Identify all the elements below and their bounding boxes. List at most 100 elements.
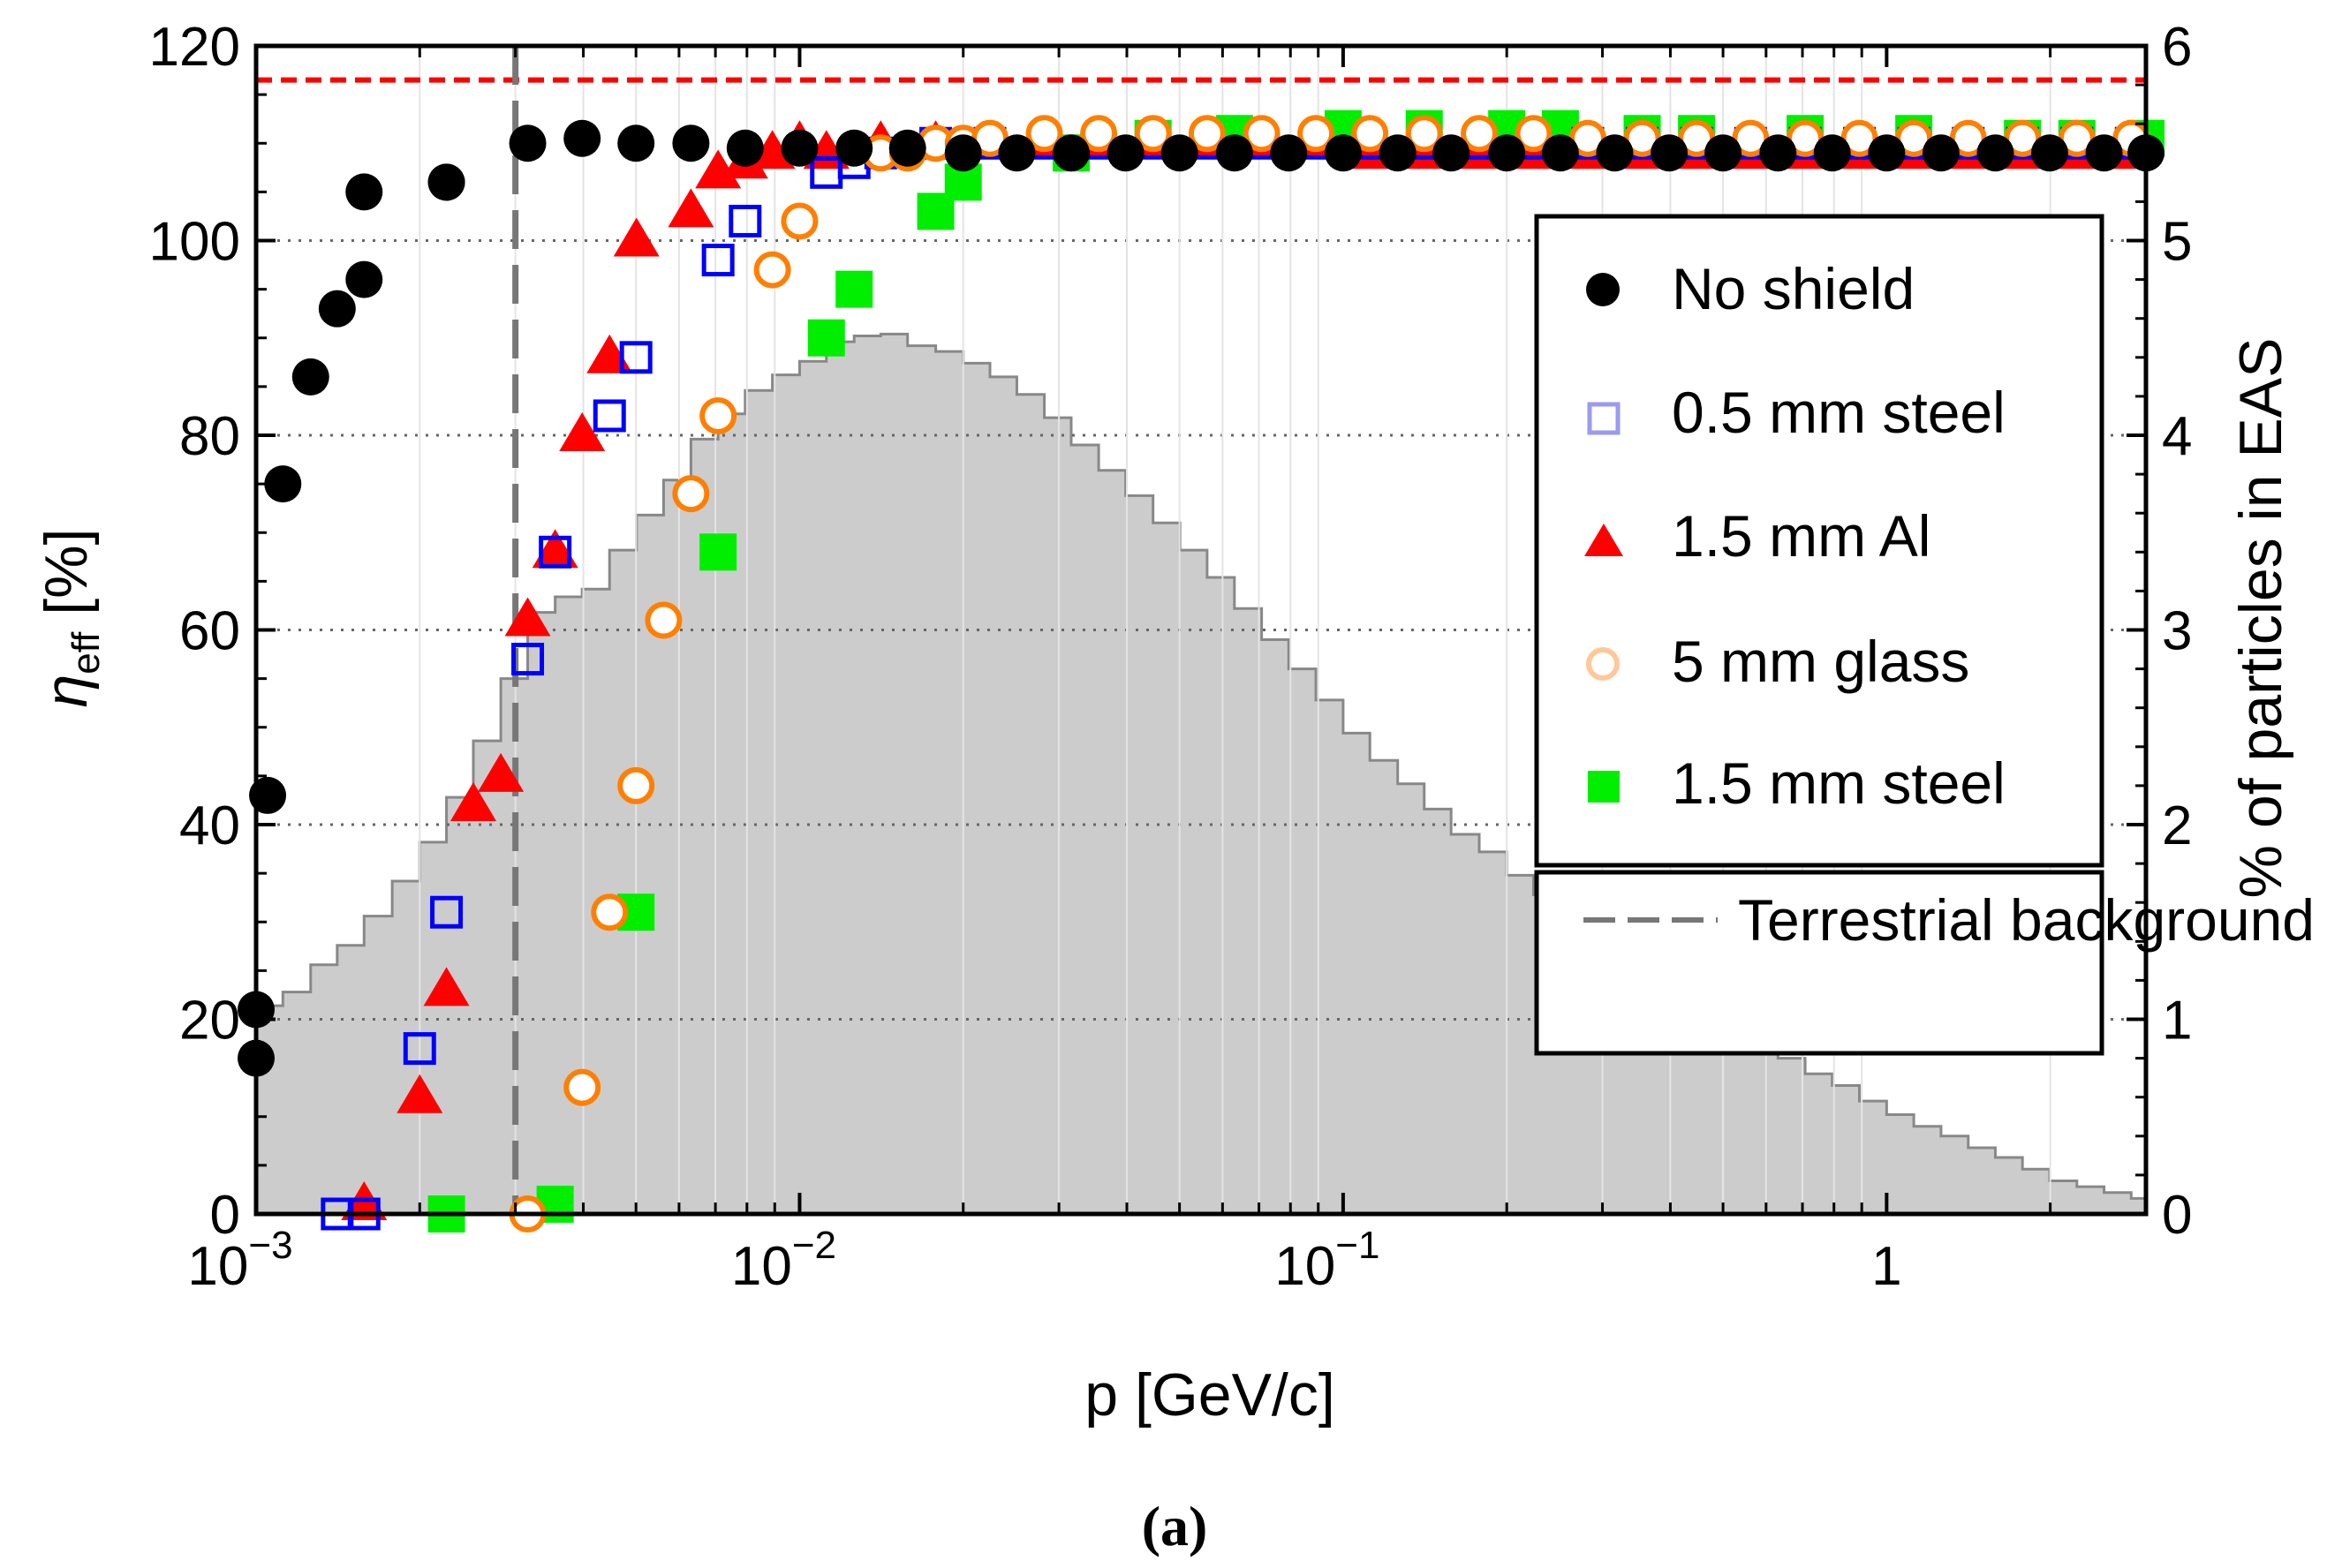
y-tick-label: 100: [149, 212, 240, 273]
legend-label-5mm-glass: 5 mm glass: [1672, 629, 1969, 694]
point-no-shield: [726, 129, 764, 167]
point-no-shield: [1270, 134, 1308, 172]
point-5-mm-glass: [672, 475, 710, 513]
point-no-shield: [1488, 134, 1526, 172]
histogram: [254, 332, 2148, 1215]
point-1-5-mm-al: [450, 781, 496, 821]
histogram-bar: [2104, 1192, 2132, 1214]
histogram-bar: [283, 991, 312, 1214]
point-1-5-mm-al: [532, 529, 578, 569]
point-0-5-mm-steel: [619, 341, 653, 374]
histogram-bar: [1152, 523, 1181, 1214]
histogram-bar: [935, 351, 964, 1214]
point-0-5-mm-steel: [430, 895, 464, 929]
point-5-mm-glass: [1134, 115, 1172, 153]
point-5-mm-glass: [753, 251, 791, 289]
legend-box: [1534, 214, 2104, 868]
legend-item-5mm-glass: 5 mm glass: [1586, 629, 1969, 694]
histogram-bar: [826, 342, 855, 1214]
histogram-bar: [2049, 1180, 2078, 1214]
point-0-5-mm-steel: [701, 244, 735, 277]
histogram-bar: [609, 550, 638, 1214]
histogram-bar: [1424, 809, 1452, 1214]
point-no-shield: [1651, 134, 1689, 172]
histogram-bar: [1016, 394, 1046, 1214]
point-no-shield: [563, 119, 601, 157]
point-5-mm-glass: [1351, 115, 1389, 153]
y2-tick-label: 1: [2162, 991, 2192, 1052]
point-no-shield: [1052, 134, 1090, 172]
legend-item-15mm-steel: 1.5 mm steel: [1588, 750, 2006, 816]
legend-label-15mm-steel: 1.5 mm steel: [1672, 750, 2006, 816]
point-no-shield: [1215, 134, 1253, 172]
legend-marker-5mm-glass: [1586, 647, 1620, 681]
svg-text:ηeff [%]: ηeff [%]: [33, 528, 108, 707]
histogram-bar: [1451, 834, 1480, 1214]
legend: No shield 0.5 mm steel 1.5 mm Al 5 mm gl…: [1534, 214, 2104, 868]
point-no-shield: [944, 134, 982, 172]
point-1-5-mm-al: [504, 597, 551, 637]
point-0-5-mm-steel: [403, 1032, 436, 1066]
point-1-5-mm-al: [695, 149, 742, 189]
point-no-shield: [617, 124, 655, 162]
point-5-mm-glass: [617, 766, 655, 804]
histogram-bar: [1234, 608, 1263, 1214]
point-5-mm-glass: [1732, 119, 1770, 157]
point-1-5-mm-steel: [807, 319, 845, 357]
y-axis-title-sub: eff: [64, 631, 108, 675]
y-tick-label: 60: [179, 601, 240, 662]
histogram-bar: [1859, 1101, 1887, 1214]
histogram-bar: [854, 335, 881, 1214]
histogram-bar: [1316, 699, 1344, 1214]
x-tick-label: 10−2: [731, 1224, 836, 1297]
point-no-shield: [1432, 134, 1470, 172]
y2-tick-label: 2: [2162, 795, 2192, 856]
point-no-shield: [291, 358, 329, 396]
y2-tick-label: 4: [2162, 406, 2192, 467]
point-no-shield: [1922, 134, 1960, 172]
histogram-bar: [527, 612, 556, 1214]
y2-tick-label: 3: [2162, 601, 2192, 662]
point-no-shield: [264, 465, 302, 503]
histogram-bar: [2022, 1169, 2051, 1214]
histogram-bar: [1886, 1114, 1915, 1214]
histogram-bar: [555, 597, 583, 1214]
point-5-mm-glass: [781, 202, 819, 240]
point-0-5-mm-steel: [593, 399, 626, 433]
histogram-bar: [1125, 495, 1154, 1214]
point-no-shield: [1596, 134, 1634, 172]
y2-axis-title: % of particles in EAS: [2227, 338, 2294, 899]
histogram-bar: [1342, 733, 1371, 1214]
point-5-mm-glass: [1080, 115, 1118, 153]
histogram-bar: [880, 334, 909, 1215]
histogram-bar: [1805, 1074, 1833, 1214]
point-no-shield: [1541, 134, 1579, 172]
point-1-5-mm-al: [749, 130, 796, 170]
point-no-shield: [1976, 134, 2014, 172]
x-axis-title: p [GeV/c]: [1084, 1361, 1334, 1429]
histogram-outline: [254, 332, 2148, 1214]
point-no-shield: [1868, 134, 1906, 172]
histogram-bar: [1507, 875, 1535, 1214]
histogram-bar: [1206, 577, 1235, 1214]
point-no-shield: [427, 163, 465, 201]
terrestrial-legend-label: Terrestrial background limit: [1738, 887, 2327, 953]
histogram-bar: [2131, 1198, 2147, 1214]
point-1-5-mm-al: [559, 412, 606, 451]
histogram-bar: [1940, 1135, 1969, 1214]
y2-tick-label: 6: [2162, 17, 2192, 78]
point-1-5-mm-al: [586, 334, 633, 373]
histogram-bar: [1044, 418, 1072, 1214]
point-5-mm-glass: [1188, 115, 1226, 153]
point-5-mm-glass: [1025, 115, 1063, 153]
y-axis-title-unit: [%]: [33, 528, 100, 631]
point-5-mm-glass: [1297, 115, 1335, 153]
point-1-5-mm-al: [613, 217, 660, 257]
point-no-shield: [1379, 134, 1417, 172]
figure-caption: (a): [1142, 1495, 1208, 1557]
y-axis-title-main: η: [33, 675, 100, 708]
point-1-5-mm-al: [397, 1074, 443, 1113]
histogram-bar: [1370, 760, 1399, 1214]
y-tick-label: 40: [179, 795, 240, 856]
